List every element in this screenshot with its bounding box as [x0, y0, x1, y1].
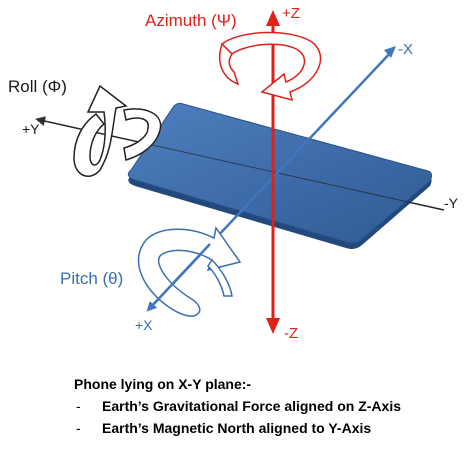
bullet-marker: -	[76, 420, 81, 436]
x-axis-arrowhead-negative	[384, 46, 396, 58]
roll-label: Roll (Φ)	[8, 77, 67, 96]
caption: Phone lying on X-Y plane:- - Earth’s Gra…	[74, 373, 464, 439]
plus-x-label: +X	[135, 317, 153, 333]
azimuth-rotation-arrow	[218, 31, 322, 102]
minus-y-label: -Y	[444, 195, 458, 211]
z-axis-arrowhead-down	[266, 318, 280, 334]
caption-bullet: - Earth’s Gravitational Force aligned on…	[74, 395, 464, 417]
bullet-marker: -	[76, 398, 81, 414]
minus-z-label: -Z	[284, 325, 299, 342]
phone-body	[127, 102, 433, 249]
bullet-text: Earth’s Magnetic North aligned to Y-Axis	[102, 420, 372, 436]
plus-y-label: +Y	[22, 121, 40, 137]
z-axis-arrowhead-up	[266, 10, 280, 26]
pitch-label: Pitch (θ)	[60, 269, 124, 288]
roll-rotation-arrow	[73, 84, 162, 177]
caption-heading: Phone lying on X-Y plane:-	[74, 376, 252, 392]
azimuth-label: Azimuth (Ψ)	[145, 11, 237, 30]
x-axis-overlay-near-pitch	[149, 243, 211, 309]
minus-x-label: -X	[398, 41, 413, 58]
plus-z-label: +Z	[282, 5, 300, 22]
caption-bullet: - Earth’s Magnetic North aligned to Y-Ax…	[74, 417, 464, 439]
bullet-text: Earth’s Gravitational Force aligned on Z…	[102, 398, 401, 414]
